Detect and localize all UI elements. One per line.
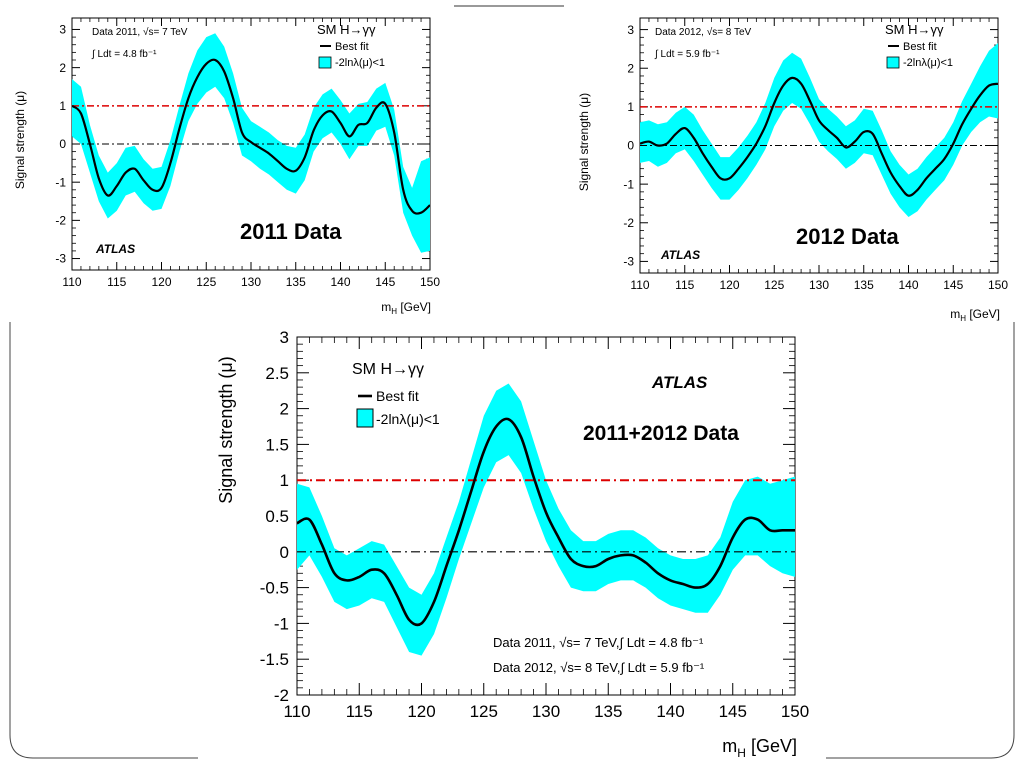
info-line-1: Data 2011, √s= 7 TeV,∫ Ldt = 4.8 fb⁻¹ [493, 635, 704, 650]
y-tick-label: 1.5 [265, 435, 289, 454]
x-tick-label: 130 [809, 278, 829, 292]
legend-band-swatch [356, 408, 374, 428]
y-tick-label: -1 [55, 175, 66, 189]
x-tick-label: 115 [346, 702, 373, 721]
y-tick-label: 1 [59, 99, 66, 113]
info-line-2: ∫ Ldt = 5.9 fb⁻¹ [654, 49, 720, 60]
y-tick-label: 0 [59, 137, 66, 151]
x-tick-label: 125 [470, 702, 498, 721]
x-tick-label: 145 [943, 278, 963, 292]
y-tick-label: 3 [59, 23, 66, 37]
y-tick-label: -2 [274, 686, 289, 705]
legend-band: -2lnλ(μ)<1 [335, 57, 385, 69]
legend-band: -2lnλ(μ)<1 [376, 411, 440, 427]
y-tick-label: 0 [627, 139, 634, 153]
x-tick-label: 140 [330, 275, 350, 289]
x-tick-label: 150 [781, 702, 809, 721]
chart-combined: 110 115 120 125 130 135 140 145 150-2-1.5-1-0.50… [216, 328, 809, 760]
band-area [297, 383, 795, 656]
best-fit-line [72, 58, 430, 215]
info-line-1: Data 2012, √s= 8 TeV [655, 26, 752, 38]
info-line-1: Data 2011, √s= 7 TeV [92, 26, 188, 38]
data-label: 2011+2012 Data [583, 422, 739, 445]
x-tick-label: 135 [286, 275, 306, 289]
x-tick-label: 135 [854, 278, 874, 292]
axis-ticks: 110 115 120 125 130 135 140 145 150-2-1.5-1-0.50… [260, 328, 809, 721]
x-tick-label: 140 [656, 702, 684, 721]
band-area [640, 43, 998, 217]
x-tick-label: 130 [532, 702, 560, 721]
x-axis-label: mH [GeV] [381, 300, 431, 316]
legend-best-fit: Best fit [903, 41, 937, 53]
y-tick-label: 3 [280, 328, 289, 347]
x-tick-label: 110 [62, 275, 81, 289]
process-label: SM H→γγ [317, 22, 376, 37]
x-tick-label: 110 [630, 278, 649, 292]
y-tick-label: 0.5 [265, 507, 289, 526]
y-tick-label: -1.5 [260, 650, 289, 669]
x-tick-label: 125 [764, 278, 784, 292]
info-line-2: Data 2012, √s= 8 TeV,∫ Ldt = 5.9 fb⁻¹ [493, 660, 705, 675]
experiment-label: ATLAS [651, 373, 708, 392]
x-tick-label: 120 [719, 278, 739, 292]
y-tick-label: -2 [55, 214, 66, 228]
x-tick-label: 130 [241, 275, 261, 289]
legend-best-fit: Best fit [335, 41, 369, 53]
x-tick-label: 135 [594, 702, 622, 721]
x-tick-label: 115 [675, 278, 694, 292]
legend-band-swatch [318, 56, 332, 69]
y-tick-label: 1 [280, 471, 289, 490]
x-tick-label: 120 [407, 702, 435, 721]
chart-2012: 110 115 120 125 130 135 140 145 150 -3 -2 -1 0 1 2 3 Da… [577, 17, 1008, 323]
y-tick-label: 2 [280, 400, 289, 419]
x-tick-label: 150 [988, 278, 1008, 292]
y-axis-label: Signal strength (μ) [216, 356, 236, 503]
y-tick-label: 2 [627, 61, 634, 75]
x-axis-label: mH [GeV] [722, 736, 797, 760]
y-tick-label: -3 [623, 255, 634, 269]
y-tick-label: 3 [627, 23, 634, 37]
info-line-2: ∫ Ldt = 4.8 fb⁻¹ [91, 49, 157, 60]
y-axis-label: Signal strength (μ) [13, 91, 27, 189]
process-label: SM H→γγ [885, 22, 944, 37]
y-tick-label: 2.5 [265, 364, 289, 383]
x-tick-label: 115 [107, 275, 126, 289]
experiment-label: ATLAS [95, 242, 135, 256]
y-tick-label: -2 [623, 216, 634, 230]
legend-best-fit: Best fit [376, 388, 419, 404]
process-label: SM H→γγ [352, 361, 424, 378]
legend-band-swatch [886, 56, 900, 69]
data-label: 2012 Data [796, 224, 900, 249]
experiment-label: ATLAS [660, 248, 700, 262]
legend-band: -2lnλ(μ)<1 [903, 57, 953, 69]
data-label: 2011 Data [240, 219, 342, 244]
x-tick-label: 110 [283, 702, 310, 721]
x-tick-label: 120 [151, 275, 171, 289]
x-tick-label: 140 [898, 278, 918, 292]
best-fit-line [640, 76, 998, 197]
y-tick-label: -0.5 [260, 579, 289, 598]
y-tick-label: -1 [623, 177, 634, 191]
x-axis-label: mH [GeV] [950, 307, 1000, 323]
x-tick-label: 145 [375, 275, 395, 289]
best-fit-line [297, 417, 795, 627]
x-tick-label: 125 [196, 275, 216, 289]
y-tick-label: 2 [59, 61, 66, 75]
y-tick-label: -1 [274, 614, 289, 633]
slide-frame-left [9, 322, 198, 759]
y-tick-label: 1 [627, 100, 634, 114]
chart-2011: 110 115 120 125 130 135 140 145 150 -3 -2 -1 0 1 2 3 Da… [13, 17, 440, 316]
y-tick-label: 0 [280, 543, 289, 562]
y-axis-label: Signal strength (μ) [577, 93, 591, 191]
slide-frame-right [826, 322, 1015, 759]
x-tick-label: 145 [719, 702, 747, 721]
axis-ticks: 110 115 120 125 130 135 140 145 150 -3 -2 -1 0 1 2 3 [623, 18, 1008, 292]
y-tick-label: -3 [55, 252, 66, 266]
x-tick-label: 150 [420, 275, 440, 289]
